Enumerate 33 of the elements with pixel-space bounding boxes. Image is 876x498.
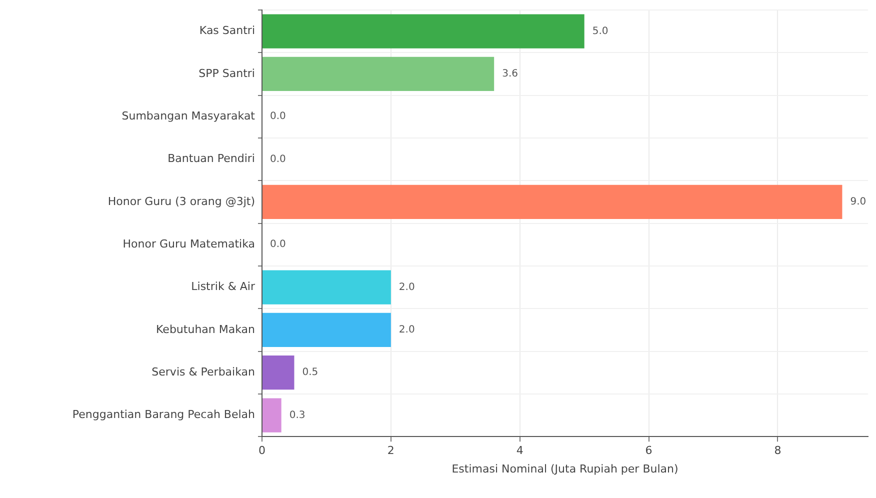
- x-tick-label: 4: [516, 444, 524, 458]
- y-tick-label: Kas Santri: [199, 24, 255, 38]
- y-tick-label: Kebutuhan Makan: [156, 322, 256, 336]
- x-axis-title: Estimasi Nominal (Juta Rupiah per Bulan): [452, 462, 678, 476]
- data-label: 3.6: [502, 68, 518, 80]
- bar: [262, 184, 842, 220]
- data-label: 9.0: [850, 196, 866, 208]
- data-label: 2.0: [398, 324, 415, 336]
- bar: [262, 56, 494, 92]
- y-tick-label: Penggantian Barang Pecah Belah: [72, 408, 256, 422]
- data-label: 0.0: [270, 239, 286, 250]
- y-tick-label: Sumbangan Masyarakat: [122, 110, 256, 123]
- data-label: 0.0: [270, 154, 286, 165]
- y-tick-label: SPP Santri: [198, 66, 255, 80]
- bar: [262, 398, 282, 432]
- data-label: 0.5: [302, 367, 318, 378]
- data-label: 0.3: [289, 410, 306, 421]
- x-tick-label: 0: [258, 444, 266, 458]
- y-tick-label: Bantuan Pendiri: [168, 152, 255, 166]
- x-tick-label: 6: [645, 444, 652, 458]
- x-tick-label: 8: [774, 444, 782, 458]
- y-tick-label: Honor Guru (3 orang @3jt): [108, 194, 255, 208]
- bar: [262, 312, 391, 348]
- bar: [262, 270, 391, 304]
- x-tick-label: 2: [387, 444, 394, 458]
- y-tick-label: Servis & Perbaikan: [152, 365, 256, 378]
- data-label: 2.0: [398, 282, 415, 293]
- bar: [262, 356, 294, 390]
- y-tick-label: Honor Guru Matematika: [122, 237, 255, 250]
- bar: [262, 14, 584, 48]
- y-tick-label: Listrik & Air: [191, 280, 256, 294]
- data-label: 0.0: [270, 111, 286, 122]
- data-label: 5.0: [592, 26, 608, 37]
